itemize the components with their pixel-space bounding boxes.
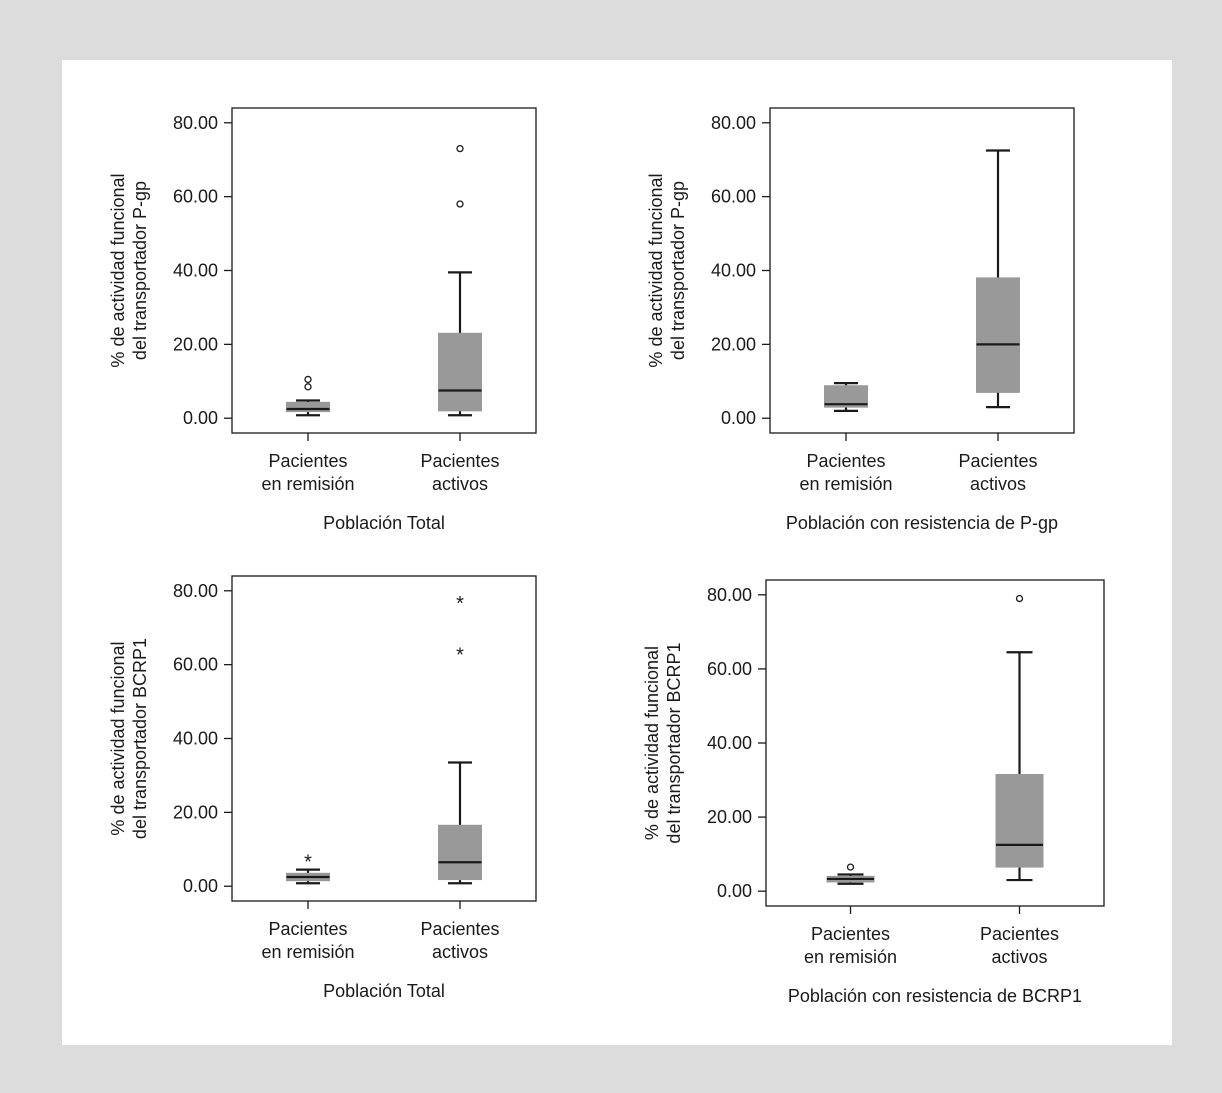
box-1: [824, 382, 868, 412]
x-tick-label-line: Pacientes: [980, 924, 1059, 944]
y-axis-label: % de actividad funcional del transportado…: [108, 638, 150, 839]
y-axis-label-line: % de actividad funcional: [642, 646, 662, 840]
outlier-extreme-star: *: [456, 593, 464, 615]
y-axis-label-line: % de actividad funcional: [646, 173, 666, 367]
plot-frame: [231, 107, 537, 434]
y-axis-label-line: del transportador BCRP1: [130, 638, 150, 839]
x-tick-label-line: Pacientes: [811, 924, 890, 944]
chart-4: 0.00 20.00 40.00 60.00 80.00 % de actividad f…: [642, 579, 1105, 1006]
box-iqr: [995, 773, 1044, 868]
x-tick-label-line: Pacientes: [268, 451, 347, 471]
outlier-circle: [456, 144, 464, 153]
x-tick-label-line: activos: [432, 942, 488, 962]
y-tick-label: 20.00: [173, 334, 218, 354]
box-iqr: [286, 401, 330, 413]
chart-2: 0.00 20.00 40.00 60.00 80.00 % de actividad f…: [646, 107, 1075, 533]
x-tick-label-line: Pacientes: [420, 919, 499, 939]
x-axis-label: Población con resistencia de P-gp: [786, 513, 1058, 533]
y-axis-label-line: del transportador P-gp: [668, 181, 688, 360]
y-axis-label-line: del transportador P-gp: [130, 181, 150, 360]
x-tick-label: Pacientes en remisión: [799, 451, 892, 494]
x-tick-label-line: Pacientes: [806, 451, 885, 471]
x-axis-label: Población Total: [323, 981, 445, 1001]
outlier-circle: [1015, 594, 1024, 603]
y-tick-label: 0.00: [183, 408, 218, 428]
x-tick-label: Pacientes activos: [420, 919, 499, 962]
y-tick-label: 0.00: [717, 881, 752, 901]
chart-1: 0.00 20.00 40.00 60.00 80.00 % de actividad f…: [108, 107, 537, 533]
box-2: [976, 149, 1020, 409]
box-iqr: [976, 277, 1020, 393]
x-tick-label-line: Pacientes: [958, 451, 1037, 471]
y-tick-label: 80.00: [711, 113, 756, 133]
y-tick-label: 80.00: [173, 113, 218, 133]
outlier-circle: [456, 200, 464, 208]
box-1: [286, 375, 330, 417]
y-tick-label: 40.00: [711, 261, 756, 281]
x-tick-label-line: en remisión: [804, 947, 897, 967]
y-axis-label-line: % de actividad funcional: [108, 173, 128, 367]
x-axis-label: Población con resistencia de BCRP1: [788, 986, 1082, 1006]
y-tick-label: 60.00: [173, 655, 218, 675]
x-tick-label-line: en remisión: [261, 474, 354, 494]
y-axis-label: % de actividad funcional del transportado…: [108, 173, 150, 367]
y-tick-label: 40.00: [707, 733, 752, 753]
x-tick-label-line: en remisión: [799, 474, 892, 494]
box-2: [438, 144, 482, 417]
x-tick-label: Pacientes en remisión: [261, 919, 354, 962]
y-axis-label: % de actividad funcional del transportado…: [642, 642, 684, 843]
outlier-extreme-star: *: [456, 645, 464, 667]
y-tick-label: 60.00: [173, 187, 218, 207]
x-tick-label-line: activos: [991, 947, 1047, 967]
y-axis-label: % de actividad funcional del transportado…: [646, 173, 688, 367]
box-iqr: [438, 332, 482, 412]
y-tick-label: 0.00: [721, 408, 756, 428]
y-tick-label: 20.00: [711, 334, 756, 354]
outlier-circle: [846, 863, 855, 871]
box-2: [995, 594, 1044, 882]
y-tick-label: 80.00: [173, 581, 218, 601]
x-tick-label-line: en remisión: [261, 942, 354, 962]
x-tick-label-line: activos: [970, 474, 1026, 494]
chart-3: 0.00 20.00 40.00 60.00 80.00 % de actividad f…: [108, 575, 537, 1001]
x-tick-label-line: Pacientes: [268, 919, 347, 939]
y-tick-label: 0.00: [183, 876, 218, 896]
x-tick-label: Pacientes activos: [958, 451, 1037, 494]
y-tick-label: 40.00: [173, 261, 218, 281]
x-tick-label: Pacientes en remisión: [261, 451, 354, 494]
x-tick-label: Pacientes en remisión: [804, 924, 897, 967]
y-tick-label: 60.00: [707, 659, 752, 679]
outlier-circle: [304, 375, 312, 384]
y-tick-label: 60.00: [711, 187, 756, 207]
x-tick-label: Pacientes activos: [420, 451, 499, 494]
y-tick-label: 20.00: [173, 802, 218, 822]
x-tick-label: Pacientes activos: [980, 924, 1059, 967]
box-iqr: [438, 824, 482, 881]
outlier-extreme-star: *: [304, 852, 312, 874]
y-axis-label-line: % de actividad funcional: [108, 641, 128, 835]
y-axis-label-line: del transportador BCRP1: [664, 642, 684, 843]
box-1: *: [286, 852, 330, 885]
y-tick-label: 80.00: [707, 585, 752, 605]
x-tick-label-line: Pacientes: [420, 451, 499, 471]
y-tick-label: 40.00: [173, 729, 218, 749]
outlier-circle: [304, 383, 312, 391]
plot-frame: [769, 107, 1075, 434]
box-2: **: [438, 593, 482, 885]
plot-frame: [231, 575, 537, 902]
box-1: [826, 863, 875, 885]
x-axis-label: Población Total: [323, 513, 445, 533]
figure-panel: [62, 60, 1172, 1045]
box-iqr: [824, 385, 868, 408]
x-tick-label-line: activos: [432, 474, 488, 494]
plot-frame: [765, 579, 1105, 907]
y-tick-label: 20.00: [707, 807, 752, 827]
